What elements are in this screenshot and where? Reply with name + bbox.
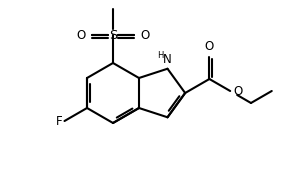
Text: O: O [140, 28, 149, 42]
Text: F: F [56, 114, 62, 128]
Text: N: N [163, 53, 172, 66]
Text: O: O [205, 40, 214, 53]
Text: O: O [77, 28, 86, 42]
Text: H: H [157, 51, 164, 60]
Text: S: S [109, 28, 117, 42]
Text: O: O [233, 84, 242, 97]
